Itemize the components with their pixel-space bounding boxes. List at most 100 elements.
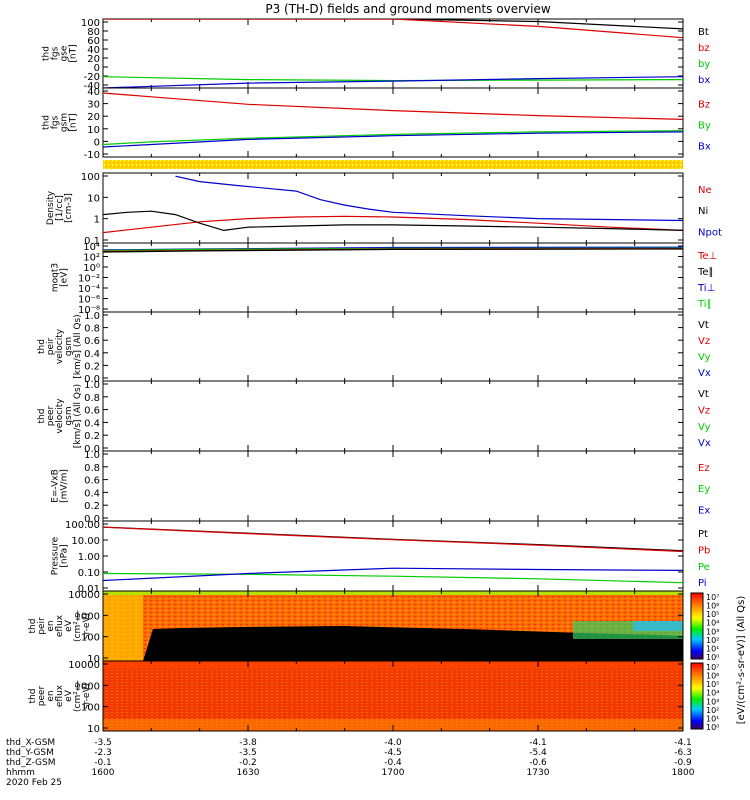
y-tick-label: 100 xyxy=(81,18,100,29)
legend-Ez: Ez xyxy=(698,463,710,474)
y-label-line: Pressure xyxy=(51,536,61,575)
y-tick-label: 10 xyxy=(87,654,100,665)
legend-Bt: Bt xyxy=(698,27,709,38)
legend-Ti⊥: Ti⊥ xyxy=(697,283,715,294)
y-tick-label: 100 xyxy=(81,172,100,183)
colorbar-label-text: [eV/(cm²-s-sr-eV)] (All Qs) xyxy=(736,596,747,725)
spectrogram-nodata xyxy=(143,626,683,661)
legend-Te⊥: Te⊥ xyxy=(697,251,717,262)
colorbar-tick: 10² xyxy=(706,706,719,715)
y-tick-label: 0.2 xyxy=(84,501,100,512)
series-bx xyxy=(103,76,683,88)
x-row-label: thd_Z-GSM xyxy=(6,758,55,768)
y-label-line: thd xyxy=(28,619,38,634)
legend-Pb: Pb xyxy=(698,545,710,556)
y-label-line: eV xyxy=(64,689,74,702)
series-Pi xyxy=(103,567,683,582)
y-label-line: gsm xyxy=(64,337,74,356)
panel-10: 10000 1000 100 10 thd peer en eflux eV (cm²-s-sr-… xyxy=(28,660,684,735)
y-label-line: [cm-3] xyxy=(64,193,74,223)
y-tick-label: -10 xyxy=(84,150,100,161)
y-tick-label: 0.8 xyxy=(84,393,100,404)
panel-9: 10000 1000 100 10 thd peir en eflux eV (cm²-s-sr-… xyxy=(28,590,684,665)
x-row-value: -0.2 xyxy=(239,758,257,768)
legend-Bx: Bx xyxy=(698,142,711,153)
x-row-value: 1700 xyxy=(382,768,405,778)
panel-frame xyxy=(102,450,684,522)
y-tick-label: -40 xyxy=(84,81,100,92)
y-tick-label: 1.00 xyxy=(78,552,100,563)
y-tick-label: 0 xyxy=(94,137,100,148)
panel-frame xyxy=(102,242,684,313)
y-tick-label: 0.1 xyxy=(84,236,100,247)
y-label-line: (cm²-s- xyxy=(73,680,83,712)
series-Pb xyxy=(103,526,683,553)
colorbar-tick: 10⁰ xyxy=(706,653,719,662)
series-bz xyxy=(103,19,683,39)
y-label-line: gsm xyxy=(60,113,70,132)
y-tick-label: 30 xyxy=(87,100,100,111)
y-label: thd peer en eflux eV (cm²-s-sr-eV) xyxy=(28,680,92,712)
y-tick-label: 60 xyxy=(87,36,100,47)
legend-Vz: Vz xyxy=(698,405,710,416)
plot-title: P3 (TH-D) fields and ground moments over… xyxy=(265,2,550,16)
legend-Vx: Vx xyxy=(698,368,711,379)
series-Bx xyxy=(103,131,683,148)
panel-7: 1.0 0.8 0.60.4 0.2 0.0 E=-VxB [mV/m] Ez Ey Ex xyxy=(51,450,711,525)
colorbar-label: [eV/(cm²-s-sr-eV)] (All Qs) xyxy=(736,596,747,725)
y-label-line: Density xyxy=(46,190,56,225)
series-Te∥ xyxy=(103,248,683,253)
y-tick-label: 100.00 xyxy=(65,520,100,531)
colorbar-tick: 10³ xyxy=(706,627,719,636)
y-label-line: [1/cc] xyxy=(55,195,65,221)
y-label-line: velocity xyxy=(55,398,65,434)
x-row-value: -0.6 xyxy=(529,758,547,768)
x-row-value: -3.8 xyxy=(239,738,257,748)
x-row-value: -4.0 xyxy=(384,738,402,748)
y-tick-label: 1.0 xyxy=(84,450,100,461)
y-label-line: peir xyxy=(46,337,56,355)
y-label-line: thd xyxy=(37,339,47,354)
y-tick-label: 0.2 xyxy=(84,361,100,372)
x-row-label: hhmm xyxy=(6,768,35,778)
y-tick-label: 0.2 xyxy=(84,431,100,442)
legend-Vx: Vx xyxy=(698,438,711,449)
legend-Vt: Vt xyxy=(698,389,709,400)
y-label: moqt3 [eV] xyxy=(51,263,70,292)
x-row-value: -4.5 xyxy=(384,748,402,758)
x-row-value: -2.3 xyxy=(94,748,112,758)
y-tick-label: 0.10 xyxy=(78,568,100,579)
y-tick-label: 10.00 xyxy=(71,536,100,547)
y-label: Pressure [nPa] xyxy=(51,536,70,575)
y-label-line: en xyxy=(46,690,56,701)
y-tick-label: 10 xyxy=(87,193,100,204)
y-label-line: eV xyxy=(64,619,74,632)
colorbar-tick: 10³ xyxy=(706,697,719,706)
spectrogram-band xyxy=(103,595,143,661)
y-label-line: eflux xyxy=(55,614,65,637)
x-row-label: thd_X-GSM xyxy=(6,738,55,748)
colorbar-tick: 10⁵ xyxy=(706,610,719,619)
x-row-value: -3.5 xyxy=(239,748,257,758)
y-tick-label: 0.4 xyxy=(84,418,100,429)
colorbar-tick: 10⁶ xyxy=(706,602,719,611)
y-label: thd fgs gse [nT] xyxy=(42,44,79,62)
x-row-value: -4.1 xyxy=(529,738,547,748)
colorbar-scale xyxy=(690,662,704,730)
y-label-line: sr-eV) xyxy=(82,613,92,639)
y-label-line: (cm²-s- xyxy=(73,610,83,642)
y-tick-label: 10⁻⁴ xyxy=(78,284,100,295)
colorbar-tick: 10¹ xyxy=(706,714,719,723)
y-tick-label: 10² xyxy=(83,253,100,264)
x-row-value: -0.1 xyxy=(94,758,112,768)
legend-Te∥: Te∥ xyxy=(697,267,714,278)
y-tick-label: 100 xyxy=(81,633,100,644)
series-By xyxy=(103,130,683,146)
y-label-line: fgs xyxy=(51,115,61,129)
y-label-line: thd xyxy=(42,115,52,130)
y-label-line: fgs xyxy=(51,46,61,60)
